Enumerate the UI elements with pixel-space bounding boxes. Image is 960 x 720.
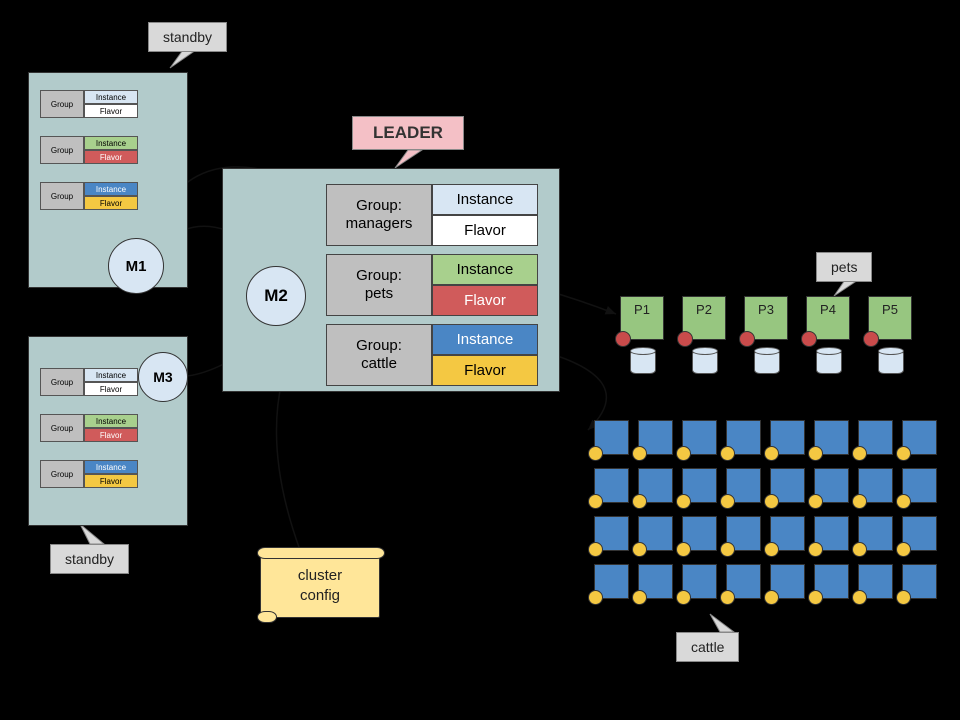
m2-group-managers: Group: managers Instance Flavor (326, 184, 538, 246)
cattle-node (858, 516, 893, 551)
cattle-node (858, 468, 893, 503)
cattle-node (594, 516, 629, 551)
cattle-node (726, 420, 761, 455)
m1-group-pets: Group Instance Flavor (40, 136, 138, 164)
pet-node: P3 (744, 296, 788, 340)
pet-node: P1 (620, 296, 664, 340)
cattle-node (682, 420, 717, 455)
cylinder-icon (754, 350, 780, 374)
cattle-node (594, 564, 629, 599)
cattle-node (902, 420, 937, 455)
cattle-node (726, 516, 761, 551)
label-text: standby (65, 551, 114, 567)
m3-group-cattle: Group Instance Flavor (40, 460, 138, 488)
pet-node: P2 (682, 296, 726, 340)
label-standby-bottom: standby (50, 544, 129, 574)
cattle-node (858, 564, 893, 599)
cattle-node (814, 516, 849, 551)
cylinder-icon (816, 350, 842, 374)
cattle-node (726, 564, 761, 599)
m2-group-cattle: Group: cattle Instance Flavor (326, 324, 538, 386)
cylinder-icon (630, 350, 656, 374)
cattle-node (638, 468, 673, 503)
cattle-node (726, 468, 761, 503)
m1-group-managers: Group Instance Flavor (40, 90, 138, 118)
cattle-node (814, 420, 849, 455)
m3-group-pets: Group Instance Flavor (40, 414, 138, 442)
cattle-node (814, 564, 849, 599)
m2-group-pets: Group: pets Instance Flavor (326, 254, 538, 316)
cattle-node (858, 420, 893, 455)
pet-node: P4 (806, 296, 850, 340)
m1-group-cattle: Group Instance Flavor (40, 182, 138, 210)
cattle-node (638, 420, 673, 455)
cattle-node (770, 468, 805, 503)
cattle-node (594, 420, 629, 455)
circle-m2: M2 (246, 266, 306, 326)
cattle-node (682, 564, 717, 599)
circle-m3: M3 (138, 352, 188, 402)
label-leader: LEADER (352, 116, 464, 150)
cattle-node (594, 468, 629, 503)
label-pets: pets (816, 252, 872, 282)
cattle-node (638, 564, 673, 599)
circle-m1: M1 (108, 238, 164, 294)
cattle-node (638, 516, 673, 551)
cattle-node (902, 516, 937, 551)
cattle-node (770, 516, 805, 551)
pet-node: P5 (868, 296, 912, 340)
cattle-node (682, 468, 717, 503)
cattle-node (902, 564, 937, 599)
cattle-node (814, 468, 849, 503)
cylinder-icon (692, 350, 718, 374)
cylinder-icon (878, 350, 904, 374)
label-text: standby (163, 29, 212, 45)
label-standby-top: standby (148, 22, 227, 52)
cattle-node (770, 564, 805, 599)
m3-group-managers: Group Instance Flavor (40, 368, 138, 396)
cattle-node (902, 468, 937, 503)
cattle-node (682, 516, 717, 551)
label-cattle: cattle (676, 632, 739, 662)
cattle-node (770, 420, 805, 455)
cluster-config-scroll: cluster config (260, 552, 380, 618)
